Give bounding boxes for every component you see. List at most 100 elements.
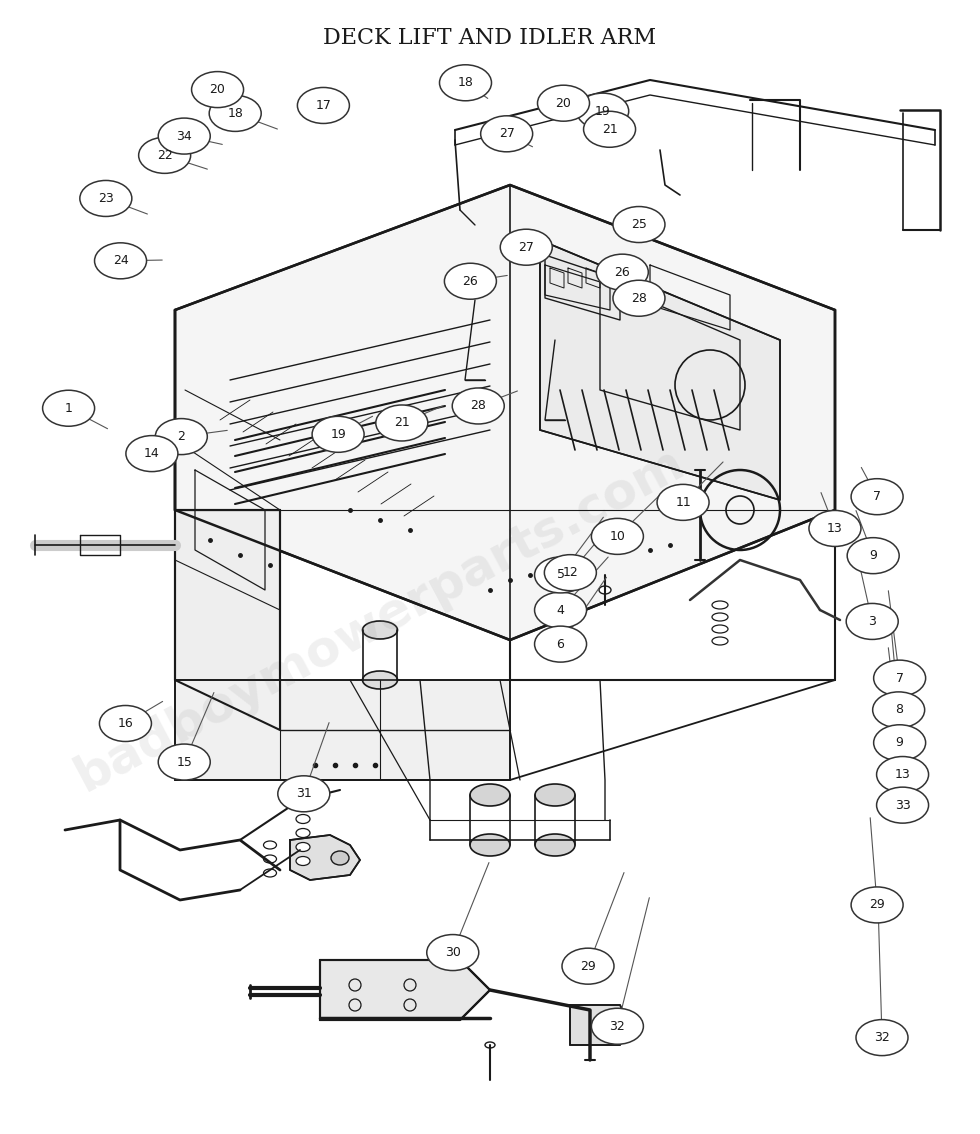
Ellipse shape (155, 418, 208, 455)
Ellipse shape (312, 416, 365, 452)
Text: 20: 20 (556, 96, 571, 110)
Text: 23: 23 (98, 192, 114, 205)
Ellipse shape (480, 116, 533, 152)
Text: 16: 16 (118, 717, 133, 730)
Ellipse shape (99, 705, 152, 742)
Text: 4: 4 (557, 603, 564, 617)
Ellipse shape (264, 841, 276, 849)
Text: 7: 7 (873, 490, 881, 503)
Ellipse shape (544, 555, 597, 591)
Text: 27: 27 (499, 127, 514, 141)
Ellipse shape (470, 784, 510, 806)
Text: 27: 27 (518, 240, 534, 254)
Polygon shape (290, 835, 360, 880)
Text: 29: 29 (580, 959, 596, 973)
Text: 32: 32 (610, 1019, 625, 1033)
Polygon shape (175, 680, 510, 780)
Ellipse shape (363, 671, 398, 689)
Text: 21: 21 (602, 122, 617, 136)
Text: 13: 13 (827, 522, 843, 535)
Ellipse shape (873, 725, 926, 761)
Ellipse shape (452, 388, 505, 424)
Ellipse shape (712, 613, 728, 621)
Ellipse shape (612, 206, 665, 243)
Ellipse shape (873, 660, 926, 696)
Text: 25: 25 (631, 218, 647, 231)
Text: 28: 28 (631, 291, 647, 305)
Ellipse shape (591, 1008, 644, 1044)
Ellipse shape (876, 787, 929, 823)
Ellipse shape (599, 586, 611, 594)
Ellipse shape (712, 625, 728, 633)
Text: 29: 29 (869, 898, 885, 912)
Text: 26: 26 (614, 265, 630, 279)
Ellipse shape (296, 814, 310, 823)
Text: 7: 7 (896, 671, 904, 685)
Ellipse shape (444, 263, 497, 299)
Text: 17: 17 (316, 99, 331, 112)
Text: 9: 9 (896, 736, 904, 750)
Ellipse shape (363, 621, 398, 638)
Text: 33: 33 (895, 798, 910, 812)
Ellipse shape (297, 87, 350, 124)
Ellipse shape (583, 111, 636, 147)
Ellipse shape (612, 280, 665, 316)
Ellipse shape (209, 95, 262, 132)
Ellipse shape (872, 692, 925, 728)
Text: 28: 28 (470, 399, 486, 413)
Ellipse shape (426, 934, 479, 971)
Text: 22: 22 (157, 149, 172, 162)
Ellipse shape (125, 435, 178, 472)
Ellipse shape (439, 65, 492, 101)
Ellipse shape (851, 479, 904, 515)
Ellipse shape (712, 637, 728, 645)
Text: 10: 10 (610, 530, 625, 543)
Text: 19: 19 (330, 428, 346, 441)
Ellipse shape (847, 538, 900, 574)
Polygon shape (175, 310, 280, 730)
Ellipse shape (296, 829, 310, 838)
Ellipse shape (534, 592, 587, 628)
Ellipse shape (534, 557, 587, 593)
Ellipse shape (562, 948, 614, 984)
Polygon shape (540, 240, 780, 500)
Text: 18: 18 (458, 76, 473, 90)
Text: 24: 24 (113, 254, 128, 268)
Text: 21: 21 (394, 416, 410, 430)
Ellipse shape (485, 1042, 495, 1048)
Ellipse shape (712, 601, 728, 609)
Text: 20: 20 (210, 83, 225, 96)
Text: 11: 11 (675, 496, 691, 509)
Ellipse shape (470, 833, 510, 856)
Text: 8: 8 (895, 703, 903, 717)
Polygon shape (320, 960, 490, 1019)
Ellipse shape (500, 229, 553, 265)
Text: 15: 15 (176, 755, 192, 769)
Text: 9: 9 (869, 549, 877, 562)
Ellipse shape (535, 784, 575, 806)
Text: 13: 13 (895, 768, 910, 781)
Text: 5: 5 (557, 568, 564, 582)
Polygon shape (570, 1005, 630, 1046)
Ellipse shape (191, 71, 244, 108)
Ellipse shape (535, 833, 575, 856)
Ellipse shape (591, 518, 644, 555)
Text: 32: 32 (874, 1031, 890, 1044)
Ellipse shape (534, 626, 587, 662)
Text: 34: 34 (176, 129, 192, 143)
Text: 14: 14 (144, 447, 160, 460)
Text: 1: 1 (65, 401, 73, 415)
Polygon shape (175, 185, 835, 640)
Text: 19: 19 (595, 104, 611, 118)
Text: 3: 3 (868, 615, 876, 628)
Ellipse shape (876, 756, 929, 793)
Ellipse shape (331, 850, 349, 865)
Ellipse shape (537, 85, 590, 121)
Ellipse shape (42, 390, 95, 426)
Text: 31: 31 (296, 787, 312, 801)
Ellipse shape (846, 603, 899, 640)
Text: 18: 18 (227, 107, 243, 120)
Text: 6: 6 (557, 637, 564, 651)
Ellipse shape (851, 887, 904, 923)
Ellipse shape (296, 843, 310, 852)
